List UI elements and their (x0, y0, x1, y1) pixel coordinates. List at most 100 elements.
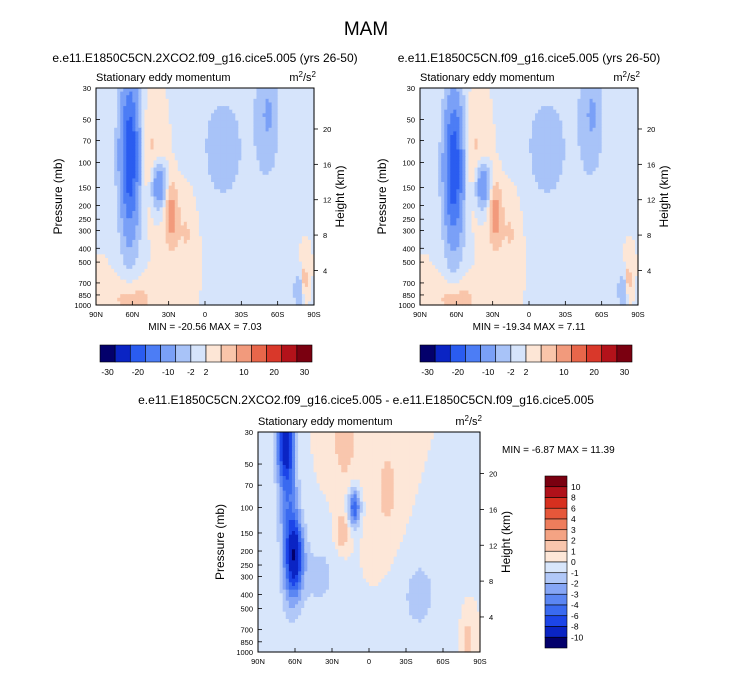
heatmap-cell (480, 102, 485, 107)
heatmap-cell (99, 116, 103, 122)
heatmap-cell (280, 247, 285, 252)
heatmap-cell (141, 113, 146, 118)
heatmap-cell (171, 294, 176, 299)
heatmap-cell (186, 254, 191, 259)
heatmap-cell (307, 236, 312, 241)
heatmap-cell (126, 135, 130, 140)
heatmap-cell (165, 106, 170, 111)
heatmap-cell (622, 95, 627, 100)
heatmap-cell (153, 236, 158, 241)
heatmap-cell (192, 124, 197, 129)
heatmap-cell (111, 247, 115, 252)
heatmap-cell (129, 301, 133, 306)
heatmap-cell (159, 229, 164, 234)
heatmap-cell (132, 290, 136, 295)
heatmap-cell (241, 98, 245, 104)
heatmap-cell (156, 98, 161, 104)
heatmap-cell (171, 120, 176, 125)
heatmap-cell (180, 236, 185, 241)
heatmap-cell (150, 225, 155, 230)
heatmap-cell (201, 221, 206, 227)
heatmap-cell (289, 261, 294, 266)
heatmap-cell (262, 218, 267, 223)
heatmap-cell (111, 91, 115, 96)
heatmap-cell (298, 163, 303, 169)
heatmap-cell (135, 185, 139, 190)
heatmap-cell (192, 95, 197, 100)
heatmap-cell (601, 113, 606, 118)
heatmap-cell (211, 297, 215, 302)
heatmap-cell (259, 156, 264, 161)
heatmap-cell (592, 109, 597, 114)
heatmap-cell (165, 257, 170, 263)
heatmap-cell (211, 149, 215, 154)
heatmap-cell (295, 149, 300, 154)
heatmap-cell (120, 171, 124, 176)
heatmap-cell (195, 160, 200, 165)
heatmap-cell (217, 109, 221, 114)
heatmap-cell (211, 247, 215, 252)
heatmap-cell (208, 127, 212, 132)
heatmap-cell (556, 88, 560, 93)
heatmap-cell (265, 196, 270, 201)
heatmap-cell (441, 116, 445, 122)
heatmap-cell (280, 276, 285, 281)
heatmap-cell (153, 171, 158, 176)
colorbar-swatch (266, 344, 283, 363)
heatmap-cell (271, 268, 276, 274)
heatmap-cell (244, 95, 248, 100)
heatmap-cell (244, 301, 248, 306)
heatmap-cell (211, 232, 215, 237)
heatmap-cell (229, 102, 233, 107)
heatmap-cell (174, 243, 179, 248)
heatmap-cell (247, 135, 252, 140)
heatmap-cell (229, 88, 233, 93)
heatmap-cell (180, 247, 185, 252)
heatmap-cell (244, 290, 248, 295)
heatmap-cell (562, 95, 566, 100)
heatmap-cell (147, 272, 152, 277)
heatmap-cell (177, 196, 182, 201)
heatmap-cell (256, 236, 261, 241)
heatmap-cell (195, 229, 200, 234)
heatmap-cell (250, 261, 255, 266)
heatmap-cell (195, 145, 200, 151)
heatmap-cell (165, 124, 170, 129)
heatmap-cell (165, 88, 170, 93)
heatmap-cell (123, 174, 127, 180)
heatmap-cell (108, 135, 112, 140)
heatmap-cell (180, 196, 185, 201)
heatmap-cell (174, 218, 179, 223)
heatmap-cell (186, 229, 191, 234)
heatmap-cell (162, 210, 167, 216)
heatmap-cell (192, 294, 197, 299)
heatmap-cell (289, 290, 294, 295)
heatmap-cell (114, 203, 118, 208)
x-tick-label: 60N (125, 310, 139, 319)
heatmap-cell (265, 214, 270, 219)
heatmap-cell (105, 297, 109, 302)
heatmap-cell (268, 279, 273, 284)
heatmap-cell (217, 283, 221, 288)
heatmap-cell (159, 250, 164, 255)
heatmap-cell (456, 106, 460, 111)
heatmap-cell (220, 247, 224, 252)
heatmap-cell (547, 106, 551, 111)
heatmap-cell (298, 192, 303, 198)
heatmap-cell (535, 95, 539, 100)
heatmap-cell (229, 113, 233, 118)
heatmap-cell (631, 95, 636, 100)
heatmap-cell (295, 268, 300, 274)
heatmap-cell (256, 156, 261, 161)
heatmap-cell (126, 113, 130, 118)
heatmap-cell (217, 229, 221, 234)
heatmap-cell (304, 261, 309, 266)
heatmap-cell (262, 254, 267, 259)
heatmap-cell (280, 294, 285, 299)
heatmap-cell (156, 210, 161, 216)
heatmap-cell (183, 142, 188, 147)
heatmap-cell (474, 91, 479, 96)
heatmap-cell (220, 250, 224, 255)
heatmap-cell (465, 102, 470, 107)
heatmap-cell (108, 88, 112, 93)
